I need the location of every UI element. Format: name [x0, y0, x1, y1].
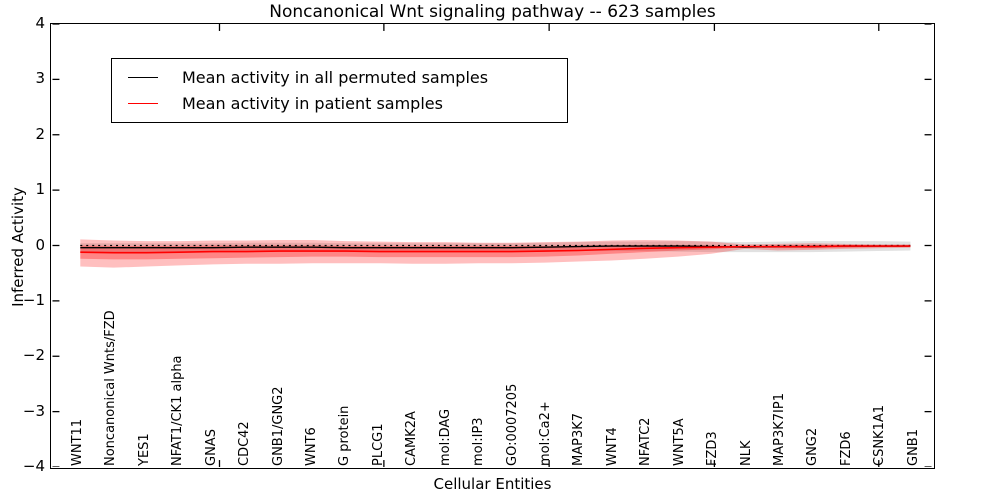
plot-area: Mean activity in all permuted samples Me…	[50, 23, 935, 469]
y-tick-label: −1	[22, 290, 45, 309]
x-category-label: FZD3	[705, 431, 721, 466]
legend-label-permuted: Mean activity in all permuted samples	[182, 68, 489, 87]
y-tick-label: −3	[22, 401, 45, 420]
x-category-label: GNB1/GNG2	[270, 386, 286, 466]
legend-item-permuted: Mean activity in all permuted samples	[128, 68, 567, 87]
patient-mean-line	[80, 245, 911, 254]
legend: Mean activity in all permuted samples Me…	[111, 58, 568, 123]
x-category-label: WNT4	[604, 427, 620, 466]
x-category-label: G protein	[337, 405, 353, 466]
x-category-label: CSNK1A1	[872, 404, 888, 466]
y-tick-label: 3	[35, 69, 45, 88]
x-category-label: WNT11	[70, 418, 85, 466]
x-category-label: CDC42	[237, 421, 253, 466]
legend-item-patient: Mean activity in patient samples	[128, 94, 567, 113]
x-category-label: Noncanonical Wnts/FZD	[103, 310, 119, 466]
permuted-sample-range-band	[80, 241, 911, 253]
x-category-label: mol:Ca2+	[538, 401, 554, 466]
x-category-label: NLK	[738, 440, 754, 467]
x-category-label: GNB1	[905, 429, 921, 466]
patient-line-sample	[128, 103, 158, 104]
x-category-label: mol:DAG	[437, 408, 453, 466]
chart-canvas	[52, 24, 932, 467]
legend-label-patient: Mean activity in patient samples	[182, 94, 443, 113]
permuted-line-sample	[128, 77, 158, 78]
x-category-label: WNT5A	[671, 418, 687, 466]
y-tick-label: 1	[35, 180, 45, 199]
x-category-label: FZD6	[838, 431, 854, 466]
y-tick-label: 2	[35, 124, 45, 143]
x-category-label: GNG2	[805, 427, 821, 466]
figure-title: Noncanonical Wnt signaling pathway -- 62…	[269, 2, 716, 22]
x-category-label: mol:IP3	[471, 417, 487, 466]
x-category-label: MAP3K7	[571, 412, 587, 466]
x-category-label: YES1	[136, 433, 152, 466]
y-tick-label: 4	[35, 14, 45, 32]
y-tick-label: 0	[35, 235, 45, 254]
x-category-label: CAMK2A	[404, 411, 420, 466]
x-category-label: NFATC2	[638, 417, 654, 466]
y-tick-label: −2	[22, 346, 45, 365]
x-axis-label: Cellular Entities	[433, 475, 552, 493]
x-category-label: NFAT1/CK1 alpha	[170, 355, 186, 466]
x-category-label: MAP3K7IP1	[772, 393, 788, 466]
y-tick-label: −4	[22, 457, 45, 475]
x-category-label: WNT6	[304, 427, 319, 466]
x-category-label: GNAS	[203, 429, 219, 466]
x-category-label: PLCG1	[370, 423, 386, 466]
x-category-label: GO:0007205	[504, 383, 520, 466]
